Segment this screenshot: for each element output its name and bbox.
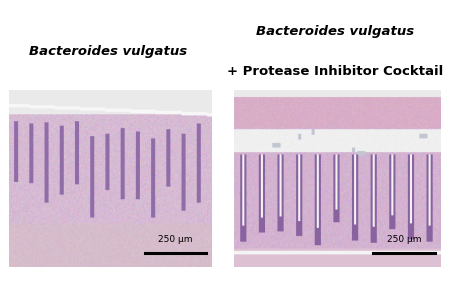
Text: Bacteroides vulgatus: Bacteroides vulgatus [256,25,414,38]
Text: 250 µm: 250 µm [387,235,422,244]
Text: 250 µm: 250 µm [158,235,193,244]
Text: Bacteroides vulgatus: Bacteroides vulgatus [29,45,187,58]
Text: + Protease Inhibitor Cocktail: + Protease Inhibitor Cocktail [227,65,443,78]
